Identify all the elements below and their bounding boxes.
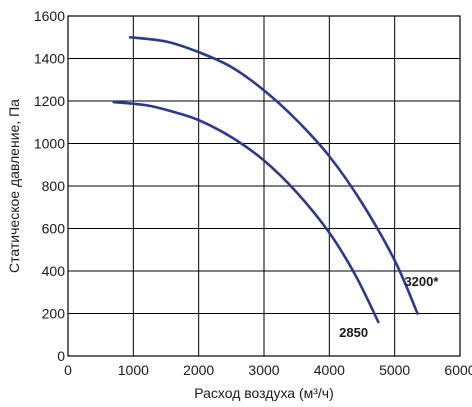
curve-2850 [112, 100, 380, 324]
y-tick-label: 1200 [34, 93, 65, 109]
tick-labels: 0 1000 2000 3000 4000 5000 6000 0 200 400 600 800 10… [34, 8, 472, 378]
curve-3200 [128, 35, 419, 315]
y-tick-label: 1000 [34, 136, 65, 152]
y-tick-label: 200 [42, 306, 66, 322]
y-tick-label: 800 [42, 178, 66, 194]
y-axis-title: Статическое давление, Па [6, 99, 22, 273]
x-tick-label: 3000 [248, 362, 279, 378]
curve-label: 3200* [404, 274, 439, 289]
x-tick-label: 4000 [314, 362, 345, 378]
y-tick-label: 0 [57, 348, 65, 364]
y-tick-label: 1400 [34, 51, 65, 67]
x-axis-title: Расход воздуха (м³/ч) [194, 385, 334, 401]
y-tick-label: 400 [42, 263, 66, 279]
curve-label: 2850 [339, 325, 368, 340]
plot-frame [67, 15, 461, 357]
y-tick-label: 1600 [34, 8, 65, 24]
grid [68, 16, 460, 356]
x-tick-label: 0 [64, 362, 72, 378]
annotations: 3200* 2850 [339, 274, 439, 340]
y-tick-label: 600 [42, 221, 66, 237]
x-tick-label: 1000 [118, 362, 149, 378]
x-tick-label: 5000 [379, 362, 410, 378]
x-tick-label: 2000 [183, 362, 214, 378]
curves [112, 35, 419, 324]
x-tick-label: 6000 [444, 362, 472, 378]
